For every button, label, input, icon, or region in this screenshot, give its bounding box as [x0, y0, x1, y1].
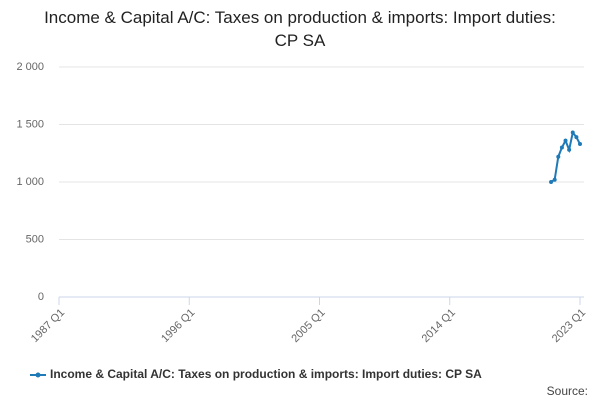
data-point: [563, 138, 568, 143]
x-tick-label: 1996 Q1: [159, 307, 197, 345]
data-point: [578, 142, 582, 147]
legend-marker: [35, 372, 41, 378]
x-tick-label: 2014 Q1: [420, 307, 458, 345]
y-tick-label: 500: [26, 233, 44, 245]
data-point: [552, 177, 557, 182]
data-point: [570, 130, 575, 135]
x-tick-label: 2005 Q1: [289, 307, 327, 345]
legend-label: Income & Capital A/C: Taxes on productio…: [50, 367, 482, 381]
y-tick-label: 1 000: [16, 176, 44, 188]
y-tick-label: 1 500: [16, 118, 44, 130]
x-tick-label: 2023 Q1: [550, 307, 588, 345]
y-tick-label: 2 000: [16, 61, 44, 73]
y-tick-label: 0: [38, 291, 44, 303]
data-point: [567, 147, 572, 152]
source: Source:: [547, 384, 588, 398]
data-point: [556, 154, 561, 159]
chart-title: Income & Capital A/C: Taxes on productio…: [44, 8, 556, 50]
legend-item: Income & Capital A/C: Taxes on productio…: [30, 367, 482, 381]
data-point: [574, 135, 579, 140]
x-tick-label: 1987 Q1: [29, 307, 67, 345]
data-point: [559, 145, 564, 150]
data-point: [549, 180, 554, 184]
